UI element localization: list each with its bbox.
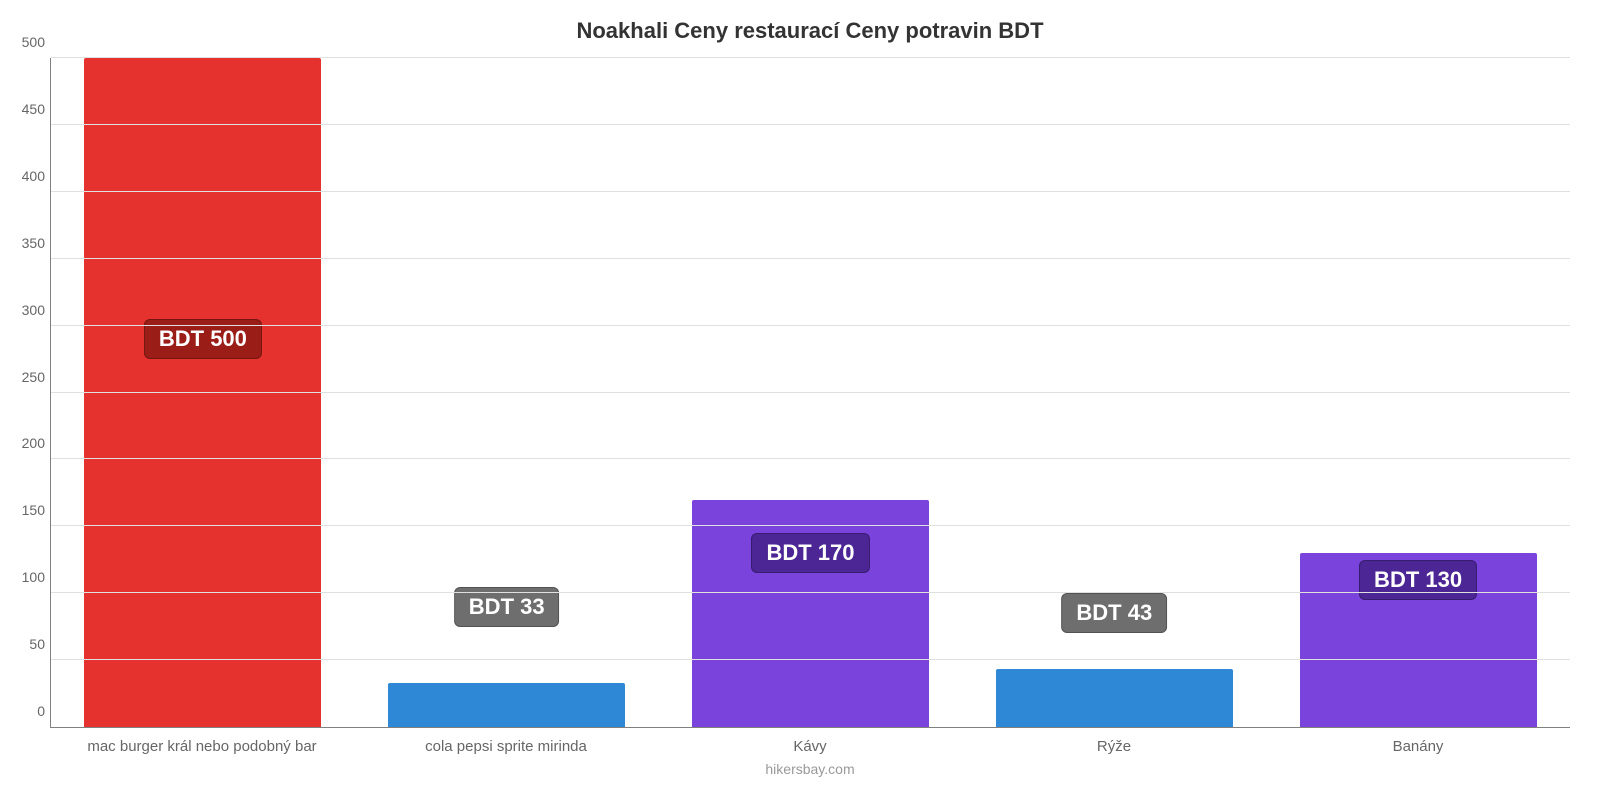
value-badge: BDT 43 bbox=[1061, 593, 1167, 633]
y-tick-label: 300 bbox=[22, 302, 51, 318]
grid-line bbox=[51, 525, 1570, 526]
bar: BDT 43 bbox=[996, 669, 1233, 727]
chart-title: Noakhali Ceny restaurací Ceny potravin B… bbox=[50, 10, 1570, 58]
bar-slot: BDT 33 bbox=[355, 58, 659, 727]
grid-line bbox=[51, 124, 1570, 125]
y-tick-label: 0 bbox=[37, 703, 51, 719]
plot-area: BDT 500BDT 33BDT 170BDT 43BDT 130 050100… bbox=[50, 58, 1570, 728]
bar-slot: BDT 43 bbox=[962, 58, 1266, 727]
y-tick-label: 200 bbox=[22, 435, 51, 451]
y-tick-label: 400 bbox=[22, 168, 51, 184]
y-tick-label: 150 bbox=[22, 502, 51, 518]
x-axis-label: Banány bbox=[1266, 728, 1570, 755]
x-axis-labels: mac burger král nebo podobný barcola pep… bbox=[50, 728, 1570, 755]
price-bar-chart: Noakhali Ceny restaurací Ceny potravin B… bbox=[0, 0, 1600, 800]
bars-row: BDT 500 BDT 33 BDT 170 BDT 43 BDT 130 bbox=[51, 58, 1570, 727]
value-badge: BDT 130 bbox=[1359, 560, 1477, 600]
bar: BDT 130 bbox=[1300, 553, 1537, 727]
grid-line bbox=[51, 458, 1570, 459]
y-tick-label: 450 bbox=[22, 101, 51, 117]
y-tick-label: 250 bbox=[22, 369, 51, 385]
x-axis-label: cola pepsi sprite mirinda bbox=[354, 728, 658, 755]
x-axis-label: Kávy bbox=[658, 728, 962, 755]
grid-line bbox=[51, 325, 1570, 326]
bar: BDT 500 bbox=[84, 58, 321, 727]
grid-line bbox=[51, 191, 1570, 192]
bar-slot: BDT 500 bbox=[51, 58, 355, 727]
y-tick-label: 350 bbox=[22, 235, 51, 251]
bar: BDT 170 bbox=[692, 500, 929, 727]
grid-line bbox=[51, 57, 1570, 58]
y-tick-label: 100 bbox=[22, 569, 51, 585]
x-axis-label: Rýže bbox=[962, 728, 1266, 755]
grid-line bbox=[51, 258, 1570, 259]
bar-slot: BDT 170 bbox=[659, 58, 963, 727]
bar: BDT 33 bbox=[388, 683, 625, 727]
grid-line bbox=[51, 392, 1570, 393]
grid-line bbox=[51, 592, 1570, 593]
value-badge: BDT 170 bbox=[751, 533, 869, 573]
y-tick-label: 500 bbox=[22, 34, 51, 50]
grid-line bbox=[51, 659, 1570, 660]
y-tick-label: 50 bbox=[29, 636, 51, 652]
source-label: hikersbay.com bbox=[50, 761, 1570, 777]
bar-slot: BDT 130 bbox=[1266, 58, 1570, 727]
x-axis-label: mac burger král nebo podobný bar bbox=[50, 728, 354, 755]
